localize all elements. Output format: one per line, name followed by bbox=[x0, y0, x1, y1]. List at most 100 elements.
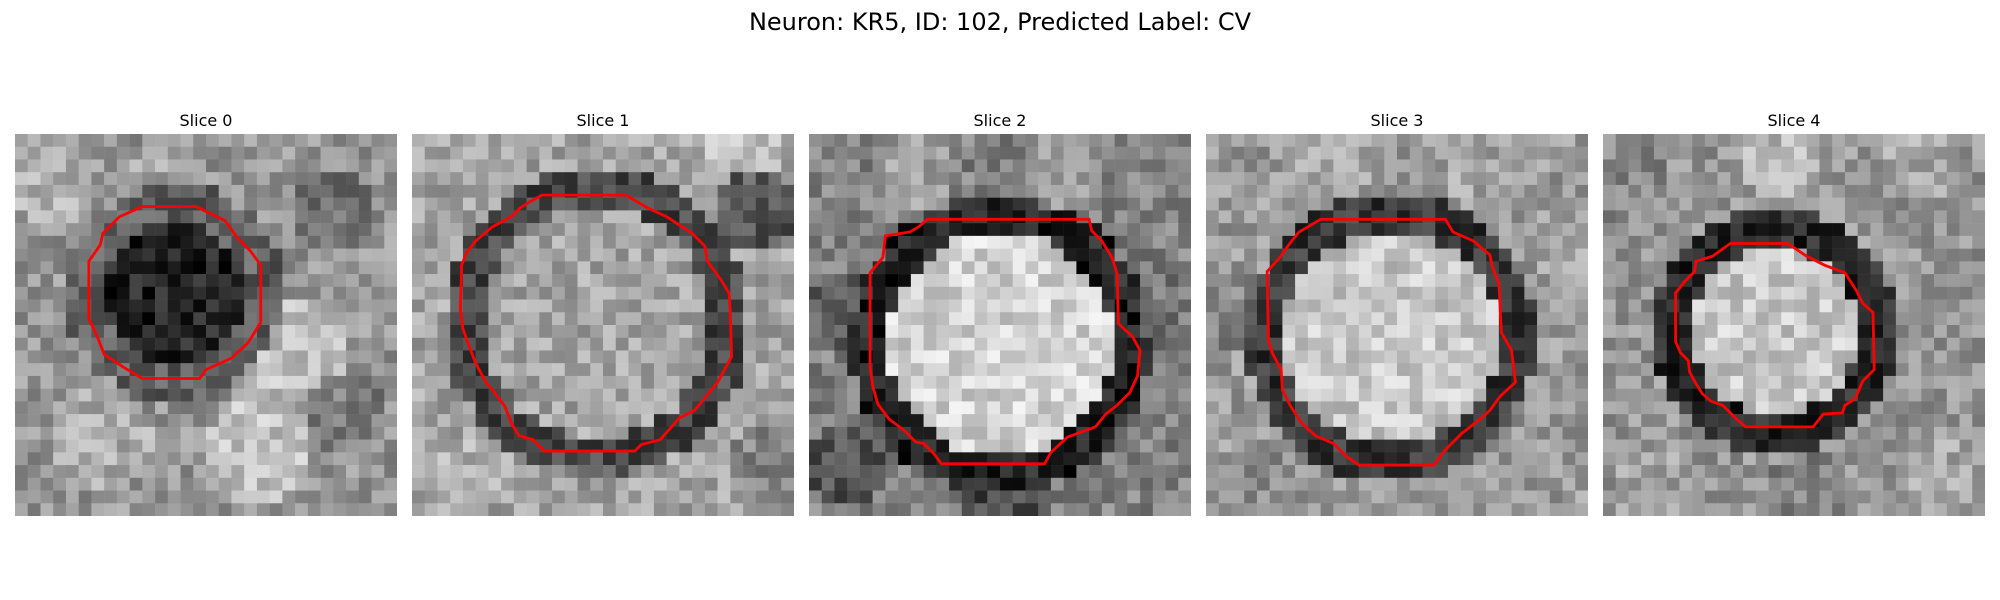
pixel bbox=[295, 261, 309, 275]
pixel bbox=[526, 337, 540, 351]
pixel bbox=[1883, 465, 1897, 479]
pixel bbox=[1615, 134, 1629, 147]
pixel bbox=[834, 325, 848, 338]
pixel bbox=[450, 452, 464, 466]
pixel bbox=[1844, 312, 1858, 326]
pixel bbox=[488, 414, 502, 428]
pixel bbox=[834, 274, 848, 288]
pixel bbox=[1883, 401, 1897, 415]
pixel bbox=[847, 401, 861, 415]
pixel bbox=[1409, 363, 1423, 377]
pixel bbox=[615, 337, 629, 351]
pixel bbox=[424, 477, 438, 491]
pixel bbox=[1371, 286, 1385, 300]
pixel bbox=[180, 350, 194, 364]
pixel bbox=[1628, 350, 1642, 364]
pixel bbox=[1819, 134, 1833, 147]
pixel bbox=[513, 210, 527, 224]
pixel bbox=[1717, 439, 1731, 453]
pixel bbox=[768, 286, 782, 300]
pixel bbox=[1486, 452, 1500, 466]
pixel bbox=[1371, 388, 1385, 402]
pixel bbox=[704, 184, 718, 198]
pixel bbox=[1934, 248, 1948, 262]
pixel bbox=[1806, 350, 1820, 364]
pixel bbox=[1473, 490, 1487, 504]
pixel bbox=[1127, 134, 1141, 147]
pixel bbox=[641, 134, 655, 147]
pixel bbox=[1409, 337, 1423, 351]
pixel bbox=[1679, 286, 1693, 300]
pixel bbox=[475, 388, 489, 402]
pixel bbox=[1114, 490, 1128, 504]
pixel bbox=[1806, 184, 1820, 198]
pixel bbox=[1794, 286, 1807, 300]
pixel bbox=[1050, 172, 1064, 186]
pixel bbox=[1653, 286, 1667, 300]
pixel bbox=[206, 503, 219, 516]
pixel bbox=[1537, 146, 1551, 160]
pixel bbox=[27, 490, 41, 504]
pixel bbox=[577, 146, 591, 160]
pixel bbox=[27, 312, 41, 326]
pixel bbox=[781, 452, 794, 466]
pixel bbox=[577, 503, 591, 516]
pixel bbox=[1883, 452, 1897, 466]
pixel bbox=[1206, 248, 1219, 262]
pixel bbox=[1537, 210, 1551, 224]
pixel bbox=[1101, 325, 1115, 338]
pixel bbox=[1486, 490, 1500, 504]
pixel bbox=[15, 350, 28, 364]
pixel bbox=[1730, 490, 1744, 504]
pixel bbox=[1704, 426, 1718, 440]
pixel bbox=[961, 452, 975, 466]
pixel bbox=[346, 439, 360, 453]
pixel bbox=[1832, 465, 1846, 479]
pixel bbox=[1244, 184, 1258, 198]
pixel bbox=[898, 184, 912, 198]
pixel bbox=[1768, 477, 1782, 491]
pixel bbox=[320, 235, 334, 249]
pixel bbox=[206, 159, 219, 173]
pixel bbox=[1358, 146, 1372, 160]
pixel bbox=[1231, 337, 1245, 351]
pixel bbox=[1946, 401, 1960, 415]
pixel bbox=[1473, 477, 1487, 491]
pixel bbox=[1025, 146, 1039, 160]
slice-title: Slice 0 bbox=[179, 111, 233, 130]
pixel bbox=[1127, 172, 1141, 186]
pixel bbox=[539, 134, 553, 147]
pixel bbox=[91, 439, 105, 453]
pixel bbox=[1730, 325, 1744, 338]
pixel bbox=[295, 146, 309, 160]
pixel bbox=[129, 248, 143, 262]
pixel bbox=[1628, 490, 1642, 504]
pixel bbox=[552, 261, 566, 275]
pixel bbox=[1755, 490, 1769, 504]
pixel bbox=[269, 401, 283, 415]
pixel bbox=[987, 503, 1001, 516]
pixel bbox=[628, 401, 642, 415]
pixel bbox=[1946, 426, 1960, 440]
pixel bbox=[1743, 452, 1757, 466]
pixel bbox=[1806, 172, 1820, 186]
pixel bbox=[704, 325, 718, 338]
pixel bbox=[65, 172, 79, 186]
pixel bbox=[1000, 503, 1013, 516]
pixel bbox=[666, 439, 680, 453]
pixel bbox=[1486, 210, 1500, 224]
pixel bbox=[564, 388, 578, 402]
pixel bbox=[987, 261, 1001, 275]
pixel bbox=[412, 401, 425, 415]
pixel bbox=[1114, 184, 1128, 198]
pixel bbox=[1537, 465, 1551, 479]
pixel bbox=[1934, 490, 1948, 504]
pixel bbox=[1641, 452, 1655, 466]
pixel bbox=[371, 134, 385, 147]
pixel bbox=[371, 197, 385, 211]
pixel bbox=[1743, 363, 1757, 377]
pixel bbox=[1435, 388, 1449, 402]
pixel bbox=[666, 223, 680, 237]
pixel bbox=[1486, 134, 1500, 147]
pixel bbox=[1768, 312, 1782, 326]
